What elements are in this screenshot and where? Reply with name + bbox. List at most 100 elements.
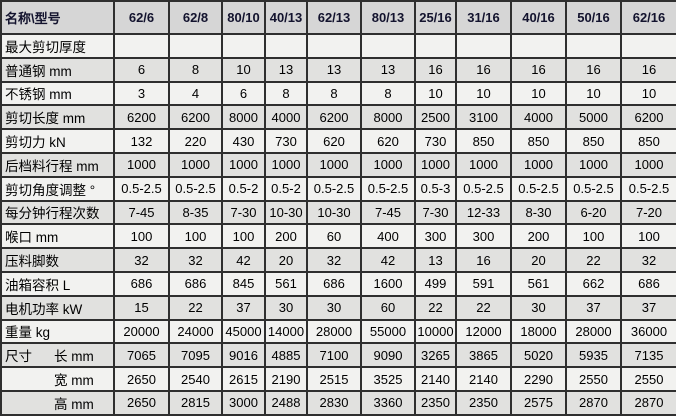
value-cell: 7-20: [620, 199, 676, 226]
table-row: 不锈钢 mm 3 4 6 8 8 8 10 10 10 10 10: [0, 80, 676, 107]
row-label-text: 最大剪切厚度: [5, 39, 86, 55]
value-cell: 13: [360, 56, 416, 83]
corner-header-label: 名称\型号: [0, 0, 115, 35]
table-row: 重量 kg 20000 24000 45000 14000 28000 55000 10000…: [0, 318, 676, 345]
value-cell: 8: [264, 80, 308, 107]
value-cell: 132: [113, 128, 170, 154]
value-cell: 3265: [414, 342, 457, 369]
value-cell: 430: [221, 128, 266, 154]
model-header: 40/16: [510, 0, 567, 35]
row-label-text: 电机功率 kW: [5, 301, 83, 317]
value-cell: 20: [264, 247, 308, 273]
value-cell: 2650: [113, 366, 170, 392]
row-label: 后档料行程 mm: [0, 151, 115, 178]
value-cell: 3100: [455, 104, 512, 131]
value-cell: 16: [455, 247, 512, 273]
row-label: 每分钟行程次数: [0, 199, 115, 226]
value-cell: 2870: [565, 389, 622, 416]
value-cell: 686: [113, 270, 170, 297]
table-row: 电机功率 kW 15 22 37 30 30 60 22 22 30 37 37: [0, 294, 676, 321]
value-cell: 30: [510, 294, 567, 321]
table-row: 每分钟行程次数 7-45 8-35 7-30 10-30 10-30 7-45 7-30 12-…: [0, 199, 676, 226]
table-row: 剪切长度 mm 6200 6200 8000 4000 6200 8000 2500 3100 4…: [0, 104, 676, 131]
value-cell: 8-30: [510, 199, 567, 226]
row-label: 宽 mm: [0, 366, 115, 392]
row-label: 重量 kg: [0, 318, 115, 345]
spec-table-body: 最大剪切厚度 普通钢 mm 6 8 10 13 13 13 16 16 16 16 16 不锈钢 mm 3 4…: [0, 33, 676, 416]
value-cell: 0.5-2.5: [620, 175, 676, 202]
value-cell: 2515: [306, 366, 362, 392]
row-label-text: 后档料行程 mm: [5, 158, 99, 174]
value-cell: 9016: [221, 342, 266, 369]
value-cell: 32: [168, 247, 223, 273]
value-cell: 845: [221, 270, 266, 297]
value-cell: 7-45: [360, 199, 416, 226]
value-cell: 10: [565, 80, 622, 107]
value-cell: 100: [620, 223, 676, 250]
value-cell: 200: [264, 223, 308, 250]
value-cell: 7-30: [221, 199, 266, 226]
value-cell: [306, 33, 362, 59]
value-cell: 13: [306, 56, 362, 83]
value-cell: 850: [510, 128, 567, 154]
table-row: 最大剪切厚度: [0, 33, 676, 59]
row-label: 电机功率 kW: [0, 294, 115, 321]
value-cell: 730: [414, 128, 457, 154]
value-cell: 30: [306, 294, 362, 321]
value-cell: [360, 33, 416, 59]
value-cell: 1000: [510, 151, 567, 178]
model-header: 62/6: [113, 0, 170, 35]
value-cell: 4000: [510, 104, 567, 131]
value-cell: 3360: [360, 389, 416, 416]
row-label-text: 剪切角度调整 °: [5, 182, 96, 198]
value-cell: 2575: [510, 389, 567, 416]
value-cell: 620: [306, 128, 362, 154]
row-label: 油箱容积 L: [0, 270, 115, 297]
value-cell: 686: [306, 270, 362, 297]
value-cell: 3865: [455, 342, 512, 369]
value-cell: [414, 33, 457, 59]
row-label-text: 长 mm: [54, 349, 94, 365]
value-cell: 22: [414, 294, 457, 321]
value-cell: 60: [306, 223, 362, 250]
value-cell: 5000: [565, 104, 622, 131]
value-cell: 0.5-2: [264, 175, 308, 202]
value-cell: 22: [455, 294, 512, 321]
value-cell: 2615: [221, 366, 266, 392]
value-cell: [264, 33, 308, 59]
value-cell: 2540: [168, 366, 223, 392]
value-cell: 8000: [360, 104, 416, 131]
value-cell: [565, 33, 622, 59]
row-label: 最大剪切厚度: [0, 33, 115, 59]
value-cell: 10: [620, 80, 676, 107]
value-cell: 2190: [264, 366, 308, 392]
value-cell: 2815: [168, 389, 223, 416]
value-cell: 0.5-2.5: [455, 175, 512, 202]
table-row: 喉口 mm 100 100 100 200 60 400 300 300 200 100 100: [0, 223, 676, 250]
model-header: 62/13: [306, 0, 362, 35]
value-cell: 4885: [264, 342, 308, 369]
value-cell: 32: [113, 247, 170, 273]
value-cell: 5935: [565, 342, 622, 369]
value-cell: 18000: [510, 318, 567, 345]
row-label-text: 压料脚数: [5, 254, 59, 270]
value-cell: 2350: [455, 389, 512, 416]
value-cell: 2550: [565, 366, 622, 392]
value-cell: 22: [565, 247, 622, 273]
value-cell: 1000: [264, 151, 308, 178]
value-cell: 30: [264, 294, 308, 321]
value-cell: 1000: [113, 151, 170, 178]
value-cell: 300: [414, 223, 457, 250]
value-cell: 3525: [360, 366, 416, 392]
value-cell: 37: [221, 294, 266, 321]
model-header: 25/16: [414, 0, 457, 35]
row-label: 剪切角度调整 °: [0, 175, 115, 202]
value-cell: [510, 33, 567, 59]
value-cell: 0.5-2.5: [510, 175, 567, 202]
value-cell: 16: [510, 56, 567, 83]
value-cell: 2650: [113, 389, 170, 416]
value-cell: 20: [510, 247, 567, 273]
row-label: 不锈钢 mm: [0, 80, 115, 107]
value-cell: 37: [620, 294, 676, 321]
